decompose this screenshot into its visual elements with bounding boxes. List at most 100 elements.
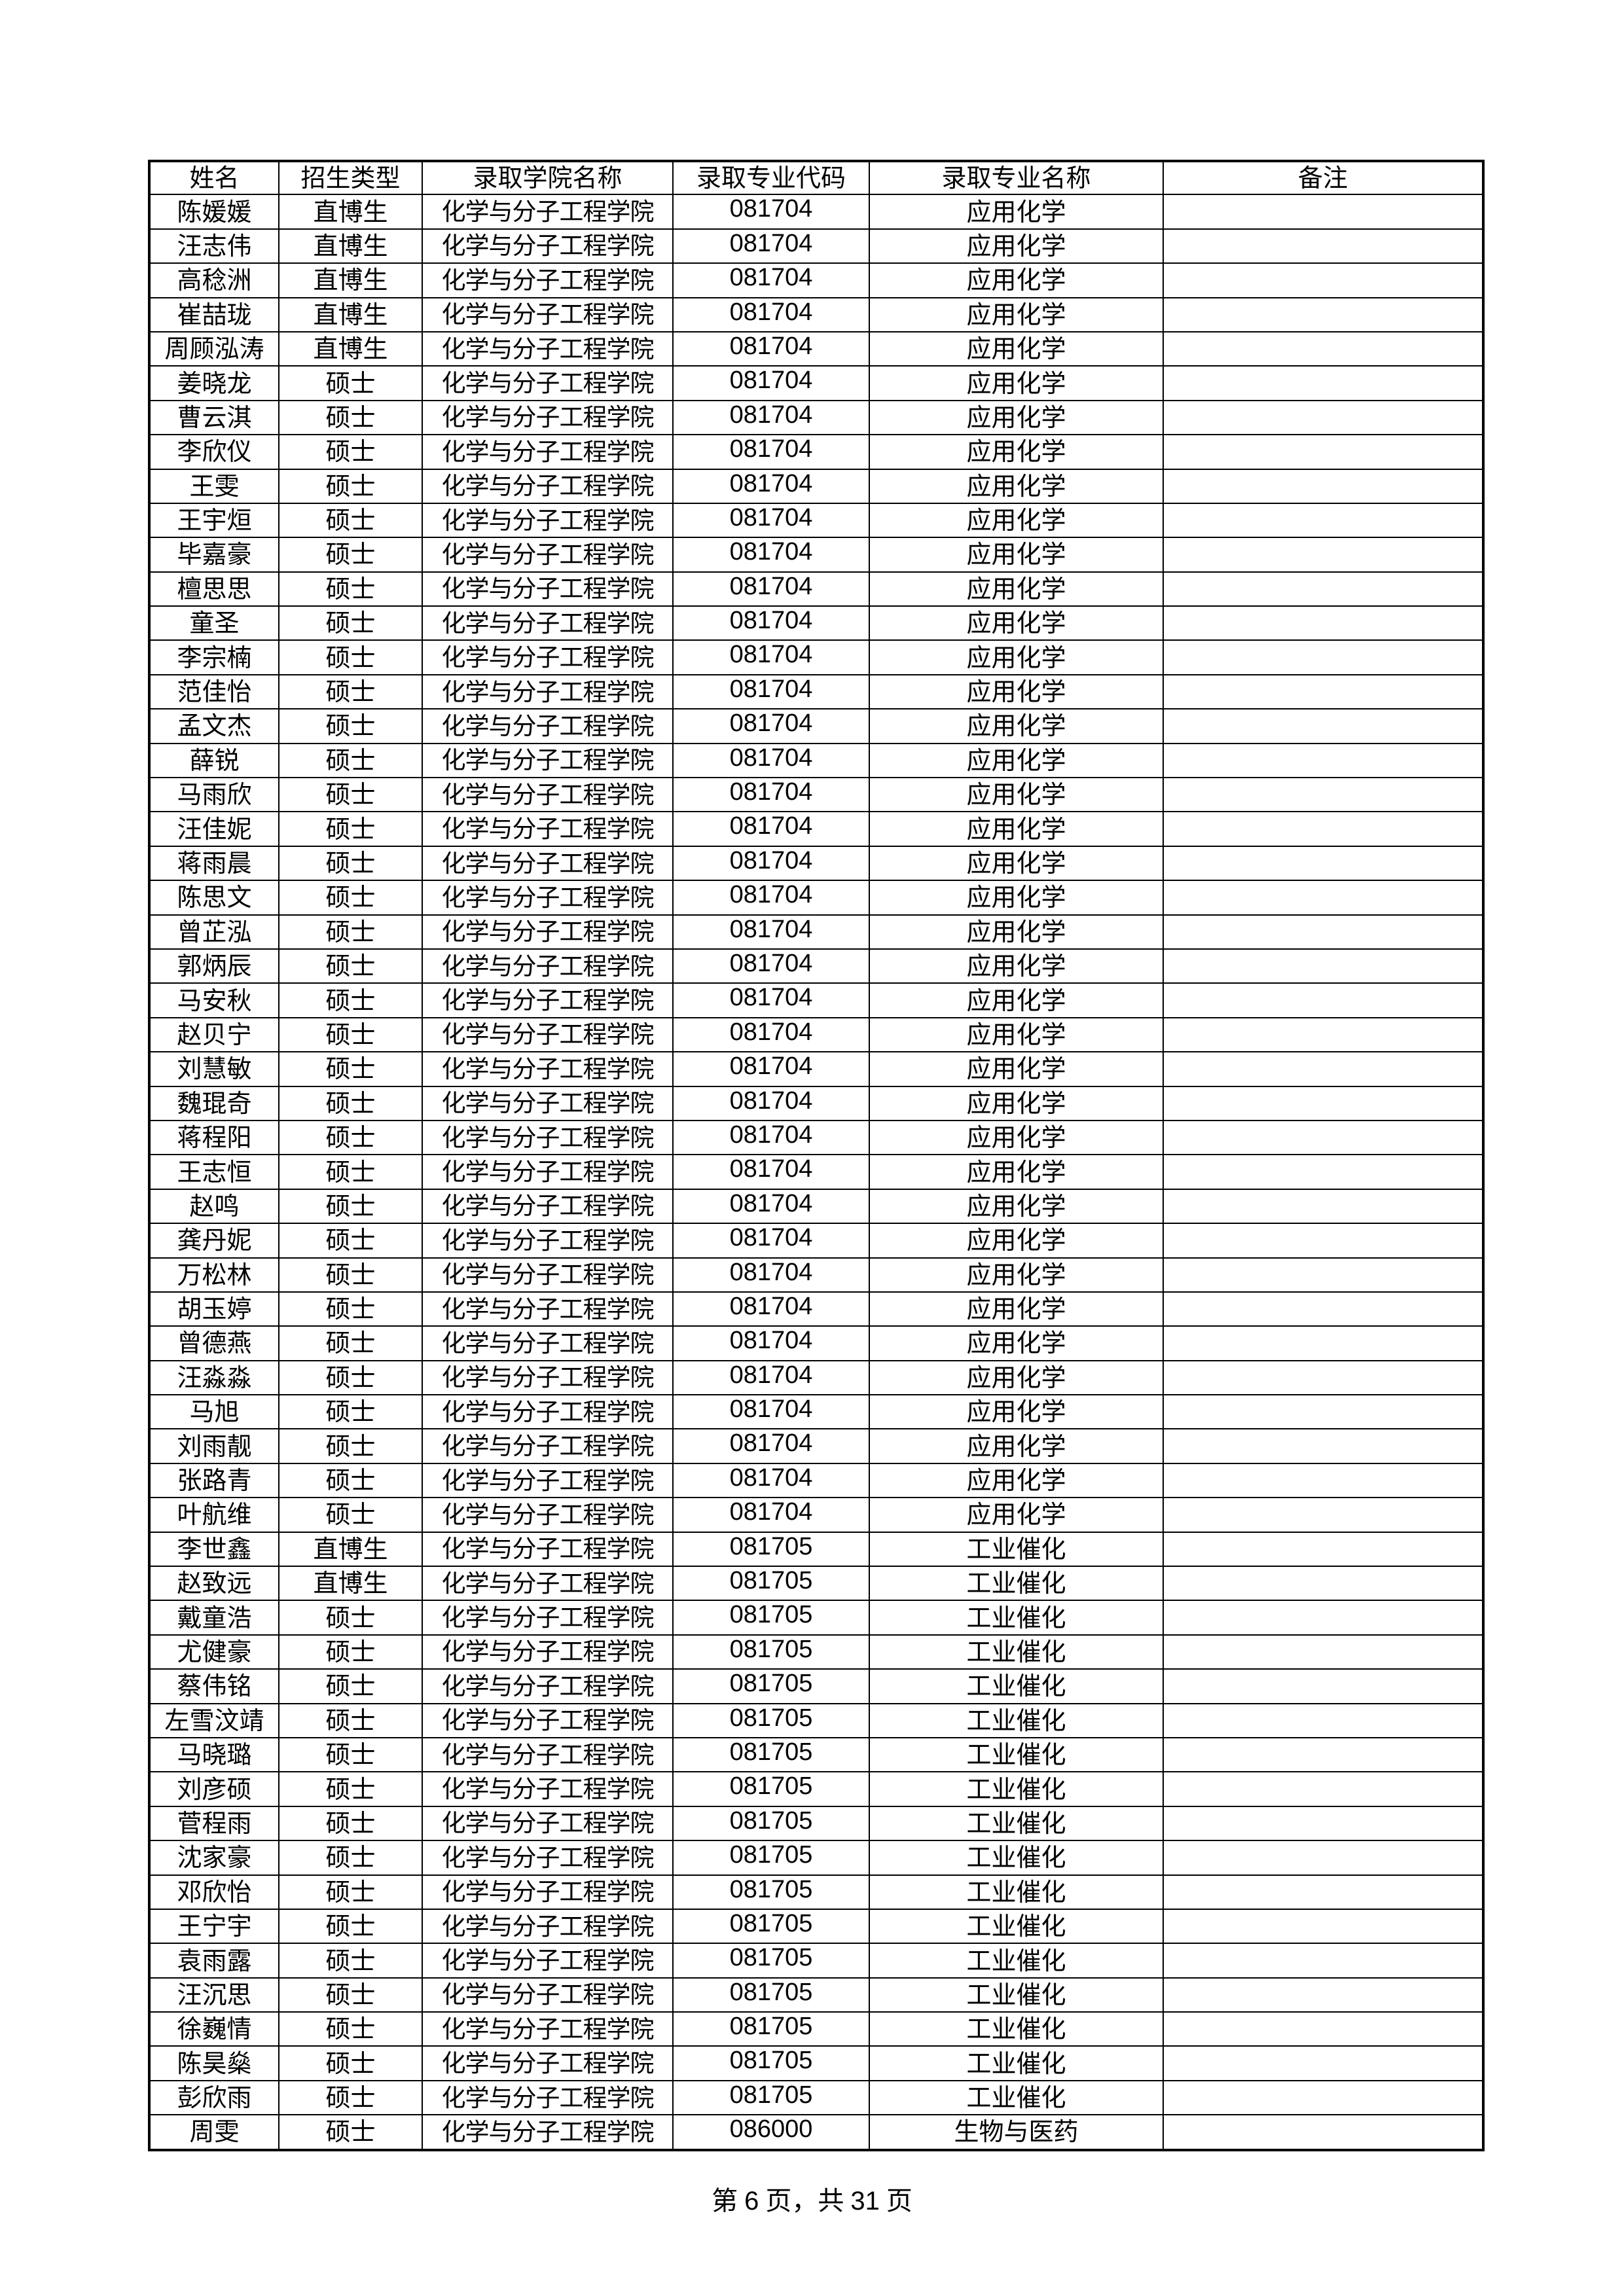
cell-remark xyxy=(1163,639,1484,675)
cell-name: 曾德燕 xyxy=(149,1325,280,1361)
cell-name: 孟文杰 xyxy=(149,708,280,744)
cell-major-name: 应用化学 xyxy=(869,502,1164,539)
table-row: 高稔洲 直博生 化学与分子工程学院 081704 应用化学 xyxy=(149,262,1484,298)
cell-type: 硕士 xyxy=(278,1257,423,1293)
footer-suffix: 页 xyxy=(879,2186,912,2215)
table-row: 汪志伟 直博生 化学与分子工程学院 081704 应用化学 xyxy=(149,228,1484,264)
cell-major-name: 应用化学 xyxy=(869,1154,1164,1190)
cell-name: 徐巍情 xyxy=(149,2011,280,2047)
cell-school: 化学与分子工程学院 xyxy=(422,194,674,230)
table-row: 毕嘉豪 硕士 化学与分子工程学院 081704 应用化学 xyxy=(149,537,1484,573)
cell-school: 化学与分子工程学院 xyxy=(422,845,674,882)
table-row: 刘彦硕 硕士 化学与分子工程学院 081705 工业催化 xyxy=(149,1771,1484,1807)
cell-major-name: 应用化学 xyxy=(869,1051,1164,1087)
table-row: 曾德燕 硕士 化学与分子工程学院 081704 应用化学 xyxy=(149,1325,1484,1361)
table-row: 尤健豪 硕士 化学与分子工程学院 081705 工业催化 xyxy=(149,1634,1484,1670)
cell-major-name: 应用化学 xyxy=(869,194,1164,230)
table-row: 彭欣雨 硕士 化学与分子工程学院 081705 工业催化 xyxy=(149,2079,1484,2116)
table-row: 龚丹妮 硕士 化学与分子工程学院 081704 应用化学 xyxy=(149,1223,1484,1259)
cell-major-code: 081704 xyxy=(672,1428,870,1464)
cell-type: 直博生 xyxy=(278,194,423,230)
table-row: 邓欣怡 硕士 化学与分子工程学院 081705 工业催化 xyxy=(149,1874,1484,1910)
cell-major-code: 081704 xyxy=(672,571,870,607)
cell-major-name: 工业催化 xyxy=(869,1736,1164,1773)
cell-major-code: 081704 xyxy=(672,399,870,436)
cell-name: 汪沉思 xyxy=(149,1977,280,2013)
cell-major-name: 工业催化 xyxy=(869,1977,1164,2013)
table-row: 蔡伟铭 硕士 化学与分子工程学院 081705 工业催化 xyxy=(149,1668,1484,1704)
cell-major-code: 081704 xyxy=(672,1119,870,1156)
cell-type: 硕士 xyxy=(278,777,423,813)
cell-school: 化学与分子工程学院 xyxy=(422,1566,674,1602)
table-row: 李宗楠 硕士 化学与分子工程学院 081704 应用化学 xyxy=(149,639,1484,675)
table-row: 赵鸣 硕士 化学与分子工程学院 081704 应用化学 xyxy=(149,1188,1484,1225)
cell-type: 硕士 xyxy=(278,1668,423,1704)
table-row: 檀思思 硕士 化学与分子工程学院 081704 应用化学 xyxy=(149,571,1484,607)
cell-remark xyxy=(1163,1223,1484,1259)
cell-school: 化学与分子工程学院 xyxy=(422,982,674,1018)
total-pages: 31 xyxy=(850,2187,880,2215)
cell-major-name: 应用化学 xyxy=(869,1325,1164,1361)
cell-school: 化学与分子工程学院 xyxy=(422,948,674,984)
cell-major-name: 应用化学 xyxy=(869,845,1164,882)
cell-type: 硕士 xyxy=(278,1223,423,1259)
cell-school: 化学与分子工程学院 xyxy=(422,914,674,950)
cell-major-code: 081705 xyxy=(672,1702,870,1738)
cell-remark xyxy=(1163,1188,1484,1225)
cell-school: 化学与分子工程学院 xyxy=(422,1016,674,1053)
cell-major-code: 081705 xyxy=(672,1634,870,1670)
cell-school: 化学与分子工程学院 xyxy=(422,1943,674,1979)
cell-remark xyxy=(1163,502,1484,539)
cell-name: 菅程雨 xyxy=(149,1805,280,1842)
cell-type: 硕士 xyxy=(278,1634,423,1670)
cell-name: 陈媛媛 xyxy=(149,194,280,230)
cell-type: 硕士 xyxy=(278,1394,423,1430)
cell-school: 化学与分子工程学院 xyxy=(422,1908,674,1945)
cell-remark xyxy=(1163,1291,1484,1327)
cell-school: 化学与分子工程学院 xyxy=(422,742,674,779)
cell-name: 左雪汶靖 xyxy=(149,1702,280,1738)
cell-type: 直博生 xyxy=(278,1566,423,1602)
table-row: 童圣 硕士 化学与分子工程学院 081704 应用化学 xyxy=(149,605,1484,641)
cell-type: 直博生 xyxy=(278,331,423,367)
cell-major-code: 081704 xyxy=(672,1016,870,1053)
cell-name: 胡玉婷 xyxy=(149,1291,280,1327)
cell-type: 硕士 xyxy=(278,708,423,744)
cell-name: 马雨欣 xyxy=(149,777,280,813)
table-row: 戴童浩 硕士 化学与分子工程学院 081705 工业催化 xyxy=(149,1600,1484,1636)
cell-type: 硕士 xyxy=(278,1908,423,1945)
table-row: 刘雨靓 硕士 化学与分子工程学院 081704 应用化学 xyxy=(149,1428,1484,1464)
cell-school: 化学与分子工程学院 xyxy=(422,1600,674,1636)
cell-major-name: 工业催化 xyxy=(869,2045,1164,2081)
cell-type: 硕士 xyxy=(278,1462,423,1499)
footer-prefix: 第 xyxy=(712,2186,745,2215)
cell-remark xyxy=(1163,880,1484,916)
cell-major-name: 应用化学 xyxy=(869,1085,1164,1121)
cell-name: 邓欣怡 xyxy=(149,1874,280,1910)
cell-major-code: 081704 xyxy=(672,845,870,882)
cell-major-name: 应用化学 xyxy=(869,1257,1164,1293)
cell-major-name: 应用化学 xyxy=(869,605,1164,641)
cell-major-code: 081704 xyxy=(672,1154,870,1190)
cell-major-name: 应用化学 xyxy=(869,948,1164,984)
cell-major-code: 081704 xyxy=(672,1223,870,1259)
cell-school: 化学与分子工程学院 xyxy=(422,1257,674,1293)
cell-type: 硕士 xyxy=(278,502,423,539)
cell-major-code: 081704 xyxy=(672,1051,870,1087)
cell-remark xyxy=(1163,296,1484,332)
cell-remark xyxy=(1163,1016,1484,1053)
header-name: 姓名 xyxy=(149,160,280,196)
cell-school: 化学与分子工程学院 xyxy=(422,1051,674,1087)
cell-type: 直博生 xyxy=(278,296,423,332)
cell-remark xyxy=(1163,1805,1484,1842)
cell-major-code: 081705 xyxy=(672,1874,870,1910)
cell-major-name: 应用化学 xyxy=(869,365,1164,401)
cell-major-name: 工业催化 xyxy=(869,1840,1164,1876)
cell-name: 戴童浩 xyxy=(149,1600,280,1636)
cell-remark xyxy=(1163,228,1484,264)
cell-type: 硕士 xyxy=(278,399,423,436)
cell-major-code: 081705 xyxy=(672,2045,870,2081)
cell-remark xyxy=(1163,1497,1484,1533)
table-row: 王志恒 硕士 化学与分子工程学院 081704 应用化学 xyxy=(149,1154,1484,1190)
cell-name: 姜晓龙 xyxy=(149,365,280,401)
